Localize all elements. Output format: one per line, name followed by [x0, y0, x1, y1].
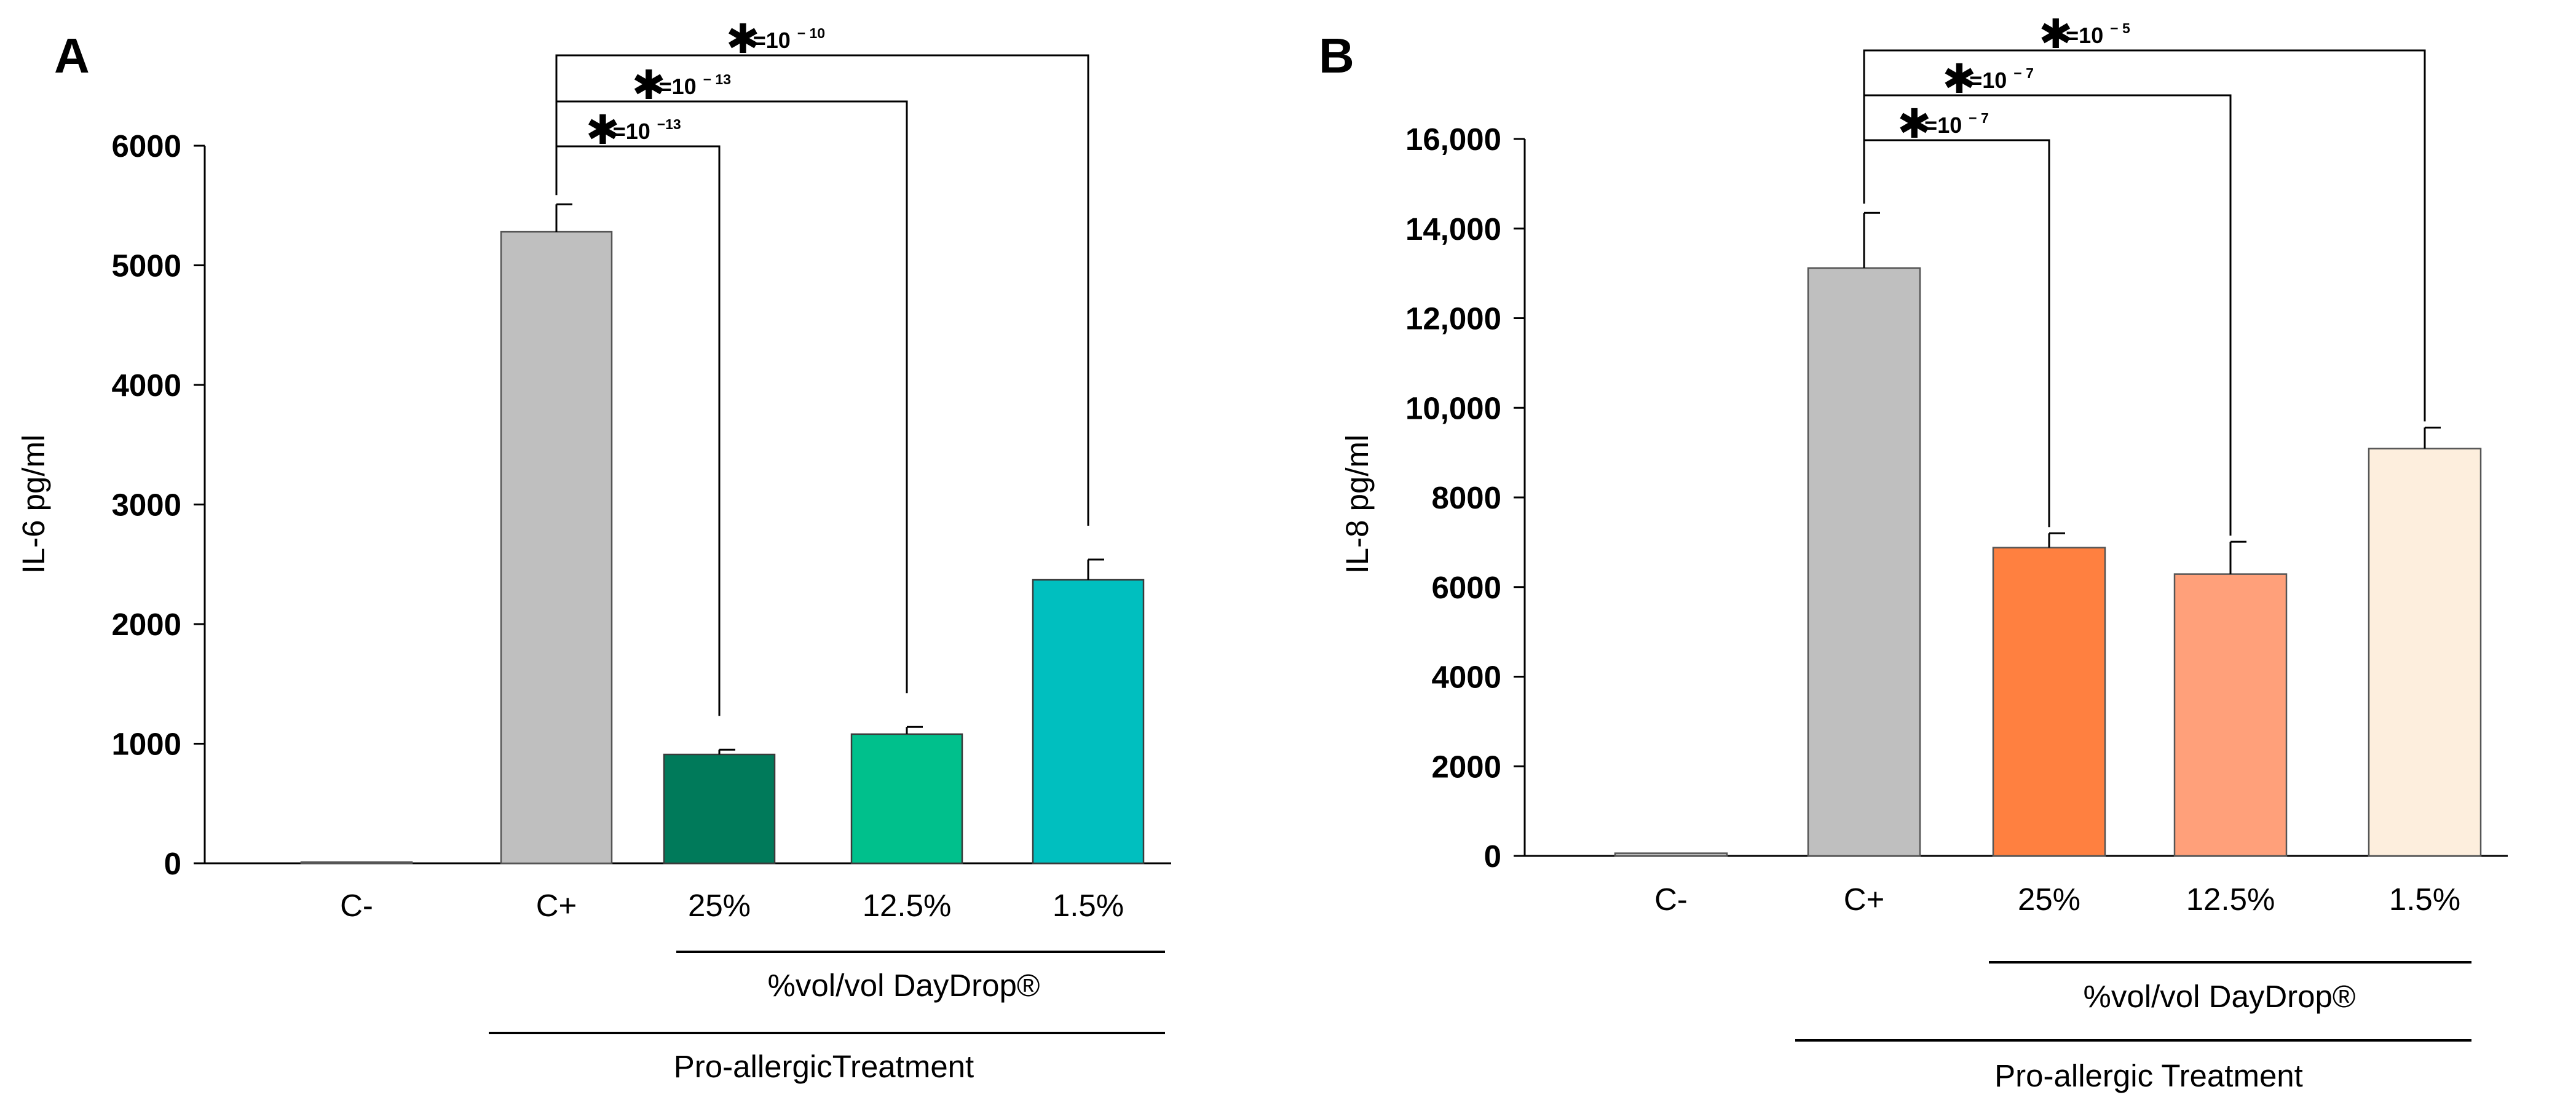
significance-p-exponent: − 10 — [797, 25, 825, 41]
y-axis-label: IL-6 pg/ml — [16, 435, 51, 574]
bar-C- — [300, 861, 413, 865]
category-label: C- — [1654, 882, 1688, 917]
bar-12.5% — [850, 733, 963, 865]
significance-p-exponent: − 13 — [703, 71, 731, 87]
dose-group-label: %vol/vol DayDrop® — [768, 968, 1040, 1003]
significance-p-base: =10 — [753, 28, 791, 53]
category-label: C+ — [1844, 882, 1885, 917]
bar-25% — [663, 753, 776, 865]
dose-group-label: %vol/vol DayDrop® — [2084, 979, 2356, 1014]
significance-p-base: =10 — [1969, 68, 2007, 93]
bar-C- — [1614, 852, 1728, 857]
category-label: 12.5% — [2186, 882, 2275, 917]
significance-bracket — [1863, 94, 2232, 536]
panel-a: A 0 1000 2000 3000 4000 5000 6000 IL-6 pg/ml C- C+… — [16, 15, 1171, 1084]
y-tick-label: 14,000 — [1405, 212, 1501, 247]
significance-bracket — [1863, 139, 2050, 528]
significance-bracket — [555, 54, 1089, 526]
significance-bracket — [555, 145, 721, 716]
significance-p-base: =10 — [659, 74, 697, 99]
y-tick-label: 6000 — [1432, 570, 1501, 605]
significance-p-exponent: − 7 — [2013, 65, 2034, 81]
y-axis-label: IL-8 pg/ml — [1340, 435, 1375, 574]
panel-label: B — [1319, 28, 1354, 83]
significance-p-exponent: − 5 — [2110, 20, 2130, 36]
bar-12.5% — [2173, 573, 2288, 857]
panel-b: B 0 2000 4000 6000 8000 10,000 12,000 14,000 16,0… — [1319, 10, 2508, 1093]
category-label: 25% — [2018, 882, 2080, 917]
category-label: 12.5% — [863, 888, 952, 923]
y-tick-label: 5000 — [112, 248, 181, 283]
significance-star: ✱ — [632, 61, 666, 109]
significance-star: ✱ — [586, 106, 620, 154]
panel-label: A — [54, 28, 90, 83]
significance-p-base: =10 — [1924, 113, 1962, 138]
significance-star: ✱ — [1897, 100, 1931, 148]
bar-1.5% — [2368, 448, 2482, 857]
category-label: 1.5% — [1053, 888, 1124, 923]
y-tick-label: 2000 — [1432, 749, 1501, 784]
category-label: 25% — [688, 888, 751, 923]
y-tick-label: 6000 — [112, 129, 181, 164]
significance-bracket — [1863, 49, 2426, 422]
treatment-group-label: Pro-allergic Treatment — [1994, 1058, 2303, 1093]
significance-bracket — [555, 100, 908, 694]
significance-p-base: =10 — [613, 119, 650, 144]
y-tick-label: 1000 — [112, 727, 181, 762]
bar-C+ — [500, 231, 613, 865]
category-label: C- — [340, 888, 373, 923]
bar-25% — [1992, 547, 2106, 857]
y-tick-label: 0 — [164, 846, 181, 881]
y-tick-label: 2000 — [112, 607, 181, 642]
significance-p-exponent: −13 — [657, 116, 681, 132]
significance-star: ✱ — [726, 15, 760, 63]
significance-p-exponent: − 7 — [1969, 110, 1989, 126]
significance-star: ✱ — [2039, 10, 2072, 58]
y-tick-label: 16,000 — [1405, 122, 1501, 157]
y-tick-label: 10,000 — [1405, 390, 1501, 425]
treatment-group-label: Pro-allergicTreatment — [674, 1049, 974, 1084]
significance-p-base: =10 — [2066, 23, 2103, 48]
y-tick-label: 4000 — [1432, 660, 1501, 695]
y-tick-label: 4000 — [112, 368, 181, 403]
y-tick-label: 8000 — [1432, 480, 1501, 515]
bar-C+ — [1807, 267, 1921, 857]
y-tick-label: 12,000 — [1405, 301, 1501, 336]
category-label: C+ — [536, 888, 577, 923]
y-tick-label: 0 — [1484, 839, 1501, 874]
significance-star: ✱ — [1942, 55, 1976, 103]
category-label: 1.5% — [2389, 882, 2460, 917]
y-tick-label: 3000 — [112, 488, 181, 523]
bar-1.5% — [1032, 579, 1145, 865]
